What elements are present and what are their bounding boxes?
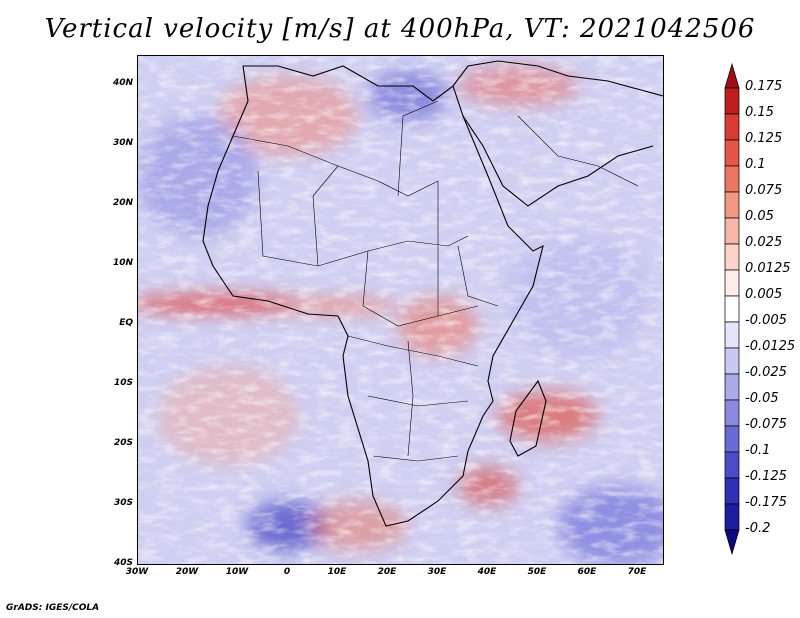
lon-label: 40E: [477, 567, 497, 577]
colorbar-label: 0.125: [745, 131, 783, 146]
colorbar-label: -0.1: [745, 443, 771, 458]
map-panel: [137, 55, 664, 565]
lat-label: 20N: [112, 198, 133, 208]
lon-label: 70E: [627, 567, 647, 577]
lon-label: 60E: [577, 567, 597, 577]
coastlines: [202, 60, 663, 527]
colorbar-label: 0.05: [745, 209, 774, 224]
lat-label: 30S: [113, 498, 133, 508]
colorbar-label: 0.15: [745, 105, 774, 120]
colorbar-swatch: [724, 321, 740, 349]
colorbar-swatch: [724, 373, 740, 401]
colorbar-label: 0.0125: [745, 261, 791, 276]
colorbar-swatch: [724, 529, 740, 556]
colorbar-swatch: [724, 217, 740, 245]
colorbar-label: 0.175: [745, 79, 783, 94]
colorbar-swatch: [724, 347, 740, 375]
colorbar-label: -0.175: [745, 495, 787, 510]
lat-label: 20S: [113, 438, 133, 448]
lon-label: 10E: [327, 567, 347, 577]
colorbar-swatch: [724, 113, 740, 141]
colorbar-label: 0.005: [745, 287, 783, 302]
lon-label: 30E: [427, 567, 447, 577]
colorbar-swatch: [724, 425, 740, 453]
lat-label: 10S: [113, 378, 133, 388]
colorbar-swatch: [724, 399, 740, 427]
grads-credit: GrADS: IGES/COLA: [6, 603, 100, 613]
lon-label: 20W: [175, 567, 199, 577]
lon-label: 10W: [225, 567, 249, 577]
colorbar-swatch: [724, 295, 740, 323]
colorbar-swatch: [724, 191, 740, 219]
colorbar-label: -0.005: [745, 313, 787, 328]
colorbar-swatch: [724, 243, 740, 271]
vertical-velocity-field-map: [138, 56, 663, 564]
colorbar-label: 0.025: [745, 235, 783, 250]
lat-label: EQ: [119, 318, 133, 328]
lon-label: 0: [283, 567, 291, 577]
colorbar-label: -0.075: [745, 417, 787, 432]
colorbar-swatch: [724, 139, 740, 167]
country-borders: [232, 100, 639, 462]
lon-label: 20E: [377, 567, 397, 577]
colorbar-label: -0.0125: [745, 339, 796, 354]
colorbar-swatch: [724, 503, 740, 531]
colorbar-swatch: [724, 451, 740, 479]
colorbar-label: 0.1: [745, 157, 766, 172]
lat-label: 10N: [112, 258, 133, 268]
lat-label: 40S: [113, 558, 133, 568]
colorbar-swatch: [724, 165, 740, 193]
lon-label: 50E: [527, 567, 547, 577]
colorbar-label: -0.025: [745, 365, 787, 380]
colorbar-label: -0.125: [745, 469, 787, 484]
colorbar-swatch: [724, 477, 740, 505]
colorbar-swatch: [724, 269, 740, 297]
colorbar-label: -0.2: [745, 521, 771, 536]
field-texture: [138, 56, 663, 564]
colorbar-label: 0.075: [745, 183, 783, 198]
colorbar-swatch: [724, 62, 740, 89]
lat-label: 30N: [112, 138, 133, 148]
lat-label: 40N: [112, 78, 133, 88]
colorbar-label: -0.05: [745, 391, 779, 406]
colorbar-swatch: [724, 87, 740, 115]
lon-label: 30W: [125, 567, 149, 577]
chart-title: Vertical velocity [m/s] at 400hPa, VT: 2…: [44, 14, 756, 44]
